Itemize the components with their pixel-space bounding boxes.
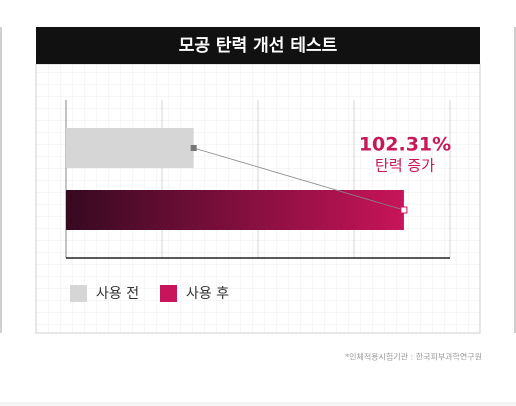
bar	[66, 190, 404, 230]
bar	[66, 128, 194, 168]
title-bar	[36, 27, 480, 64]
legend-swatch	[160, 285, 177, 302]
legend-swatch	[70, 285, 87, 302]
connector	[193, 147, 405, 211]
legend-label: 사용 전	[96, 286, 139, 302]
edge	[514, 27, 516, 333]
connector-dot	[190, 145, 197, 151]
connector-dot	[400, 206, 408, 214]
plot-grid	[161, 100, 451, 258]
footnote: *인체적용시험기관 : 한국피부과학연구원	[345, 352, 482, 362]
chart-title: 모공 탄력 개선 테스트	[179, 36, 338, 56]
annotation-value: 102.31%	[359, 134, 451, 156]
annotation-text: 탄력 증가	[375, 157, 435, 175]
legend-label: 사용 후	[186, 286, 229, 302]
edge	[0, 27, 2, 333]
